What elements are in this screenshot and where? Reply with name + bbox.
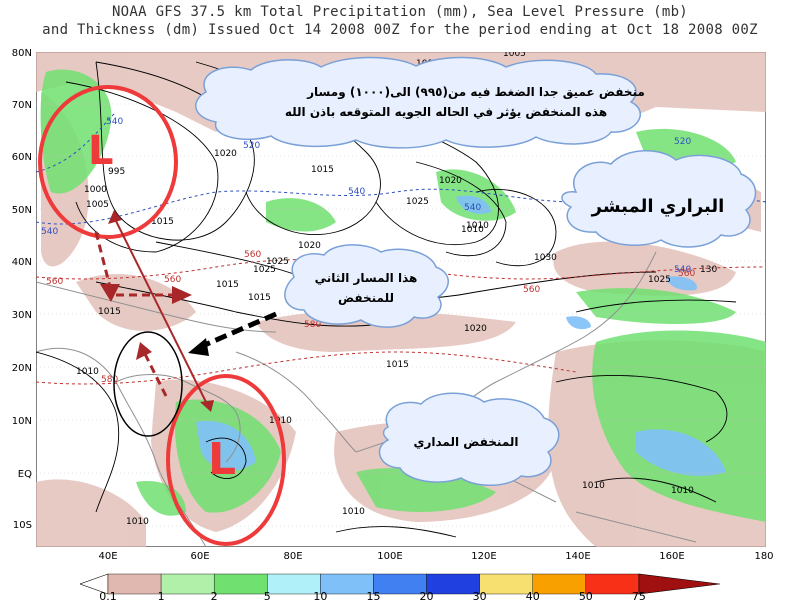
north-low-highlight-circle — [38, 85, 178, 239]
lat-label-30n: 30N — [11, 310, 32, 321]
isobar-label: 1015 — [216, 280, 239, 290]
isobar-label: 1010 — [582, 481, 605, 491]
isobar-label: 1010 — [466, 221, 489, 231]
cloud-bottom-text: المنخفض المداري — [413, 435, 518, 449]
cloud-top-text-line1: منخفض عميق جدا الضغط فيه من(٩٩٥) الى(١٠٠… — [306, 85, 645, 100]
isobar-label: 1010 — [126, 517, 149, 527]
thickness-label: 580 — [101, 375, 118, 385]
thickness-label: 540 — [674, 265, 691, 275]
lon-label-40e: 40E — [98, 551, 118, 562]
isobar-label: 995 — [108, 167, 125, 177]
lat-label-60n: 60N — [11, 152, 32, 163]
lat-label-10n: 10N — [11, 416, 32, 427]
isobar-label: 1015 — [248, 293, 271, 303]
legend-label: 5 — [263, 590, 271, 603]
map-title-line2: and Thickness (dm) Issued Oct 14 2008 00… — [42, 22, 758, 38]
isobar-label: 1015 — [98, 307, 121, 317]
thickness-label: 540 — [41, 227, 58, 237]
lon-label-120e: 120E — [471, 551, 497, 562]
thickness-label: 560 — [46, 277, 63, 287]
legend-label: 50 — [578, 590, 593, 603]
thickness-label: 560 — [164, 275, 181, 285]
lon-label-180: 180 — [754, 551, 774, 562]
mid-path-circle — [113, 331, 183, 437]
lat-label-80n: 80N — [11, 48, 32, 59]
legend-label: 10 — [313, 590, 328, 603]
thickness-label: 540 — [464, 203, 481, 213]
isobar-label: 1005 — [86, 200, 109, 210]
cloud-mid-text-line2: للمنخفض — [338, 291, 394, 305]
legend-label: 40 — [525, 590, 540, 603]
isobar-label: 1020 — [464, 324, 487, 334]
legend-label: 75 — [631, 590, 646, 603]
lat-label-70n: 70N — [11, 100, 32, 111]
isobar-label: 1010 — [269, 416, 292, 426]
isobar-label: 1015 — [151, 217, 174, 227]
isobar-label: 1010 — [671, 486, 694, 496]
isobar-label: 1025 — [648, 275, 671, 285]
isobar-label: 130 — [700, 265, 717, 275]
isobar-labels: 995 1000 1005 1010 1010 1015 1015 1015 1… — [76, 52, 717, 527]
lon-label-100e: 100E — [377, 551, 403, 562]
map-title-line1: NOAA GFS 37.5 km Total Precipitation (mm… — [111, 4, 689, 20]
second-path-arrow — [188, 311, 277, 356]
isobar-label: 1015 — [311, 165, 334, 175]
lat-label-10s: 10S — [12, 520, 32, 531]
lat-label-50n: 50N — [11, 205, 32, 216]
isobar-label: 1020 — [214, 149, 237, 159]
isobar-label: 1015 — [386, 360, 409, 370]
legend-label: 15 — [366, 590, 381, 603]
weather-map: 995 1000 1005 1010 1010 1015 1015 1015 1… — [36, 52, 766, 547]
thickness-label: 560 — [523, 285, 540, 295]
cloud-top-text-line2: هذه المنخفض يؤثر في الحاله الجويه المتوق… — [285, 105, 607, 120]
legend-label: 0.1 — [99, 590, 117, 603]
cloud-mid-text-line1: هذا المسار الثاني — [315, 271, 418, 285]
lat-label-eq: EQ — [17, 469, 32, 480]
precipitation-legend — [80, 573, 720, 595]
legend-label: 2 — [210, 590, 218, 603]
thickness-labels: 540 520 540 540 540 540 520 560 560 560 … — [41, 117, 695, 385]
legend-label: 1 — [157, 590, 165, 603]
legend-label: 20 — [419, 590, 434, 603]
north-low-marker: L — [88, 128, 114, 174]
isobar-label: 1025 — [266, 257, 289, 267]
isobar-label: 1025 — [406, 197, 429, 207]
lat-label-40n: 40N — [11, 257, 32, 268]
cloud-top-callout: منخفض عميق جدا الضغط فيه من(٩٩٥) الى(١٠٠… — [195, 56, 645, 149]
precip-blue-shading — [196, 195, 726, 476]
isobar-label: 1030 — [534, 253, 557, 263]
lon-label-140e: 140E — [565, 551, 591, 562]
isobar-label: 1010 — [342, 507, 365, 517]
isobar-label: 1020 — [439, 176, 462, 186]
isobar-label: 1025 — [253, 265, 276, 275]
cloud-right-text: البراري المبشر — [591, 196, 725, 217]
isobar-label: 1020 — [298, 241, 321, 251]
lon-label-160e: 160E — [659, 551, 685, 562]
thickness-label: 580 — [304, 320, 321, 330]
thickness-label: 540 — [348, 187, 365, 197]
cloud-mid-callout: هذا المسار الثاني للمنخفض — [284, 244, 449, 328]
cloud-bottom-callout: المنخفض المداري — [378, 392, 560, 486]
thickness-label: 560 — [244, 250, 261, 260]
legend-arrow-right — [638, 573, 720, 595]
south-low-highlight-circle — [166, 374, 286, 546]
thickness-label: 520 — [674, 137, 691, 147]
lat-label-20n: 20N — [11, 363, 32, 374]
thickness-label: 540 — [106, 117, 123, 127]
isobar-label: 1010 — [76, 367, 99, 377]
cloud-right-callout: البراري المبشر — [561, 149, 757, 248]
legend-label: 30 — [472, 590, 487, 603]
isobar-label: 1005 — [503, 52, 526, 59]
thickness-label: 520 — [243, 141, 260, 151]
lon-label-80e: 80E — [283, 551, 303, 562]
lon-label-60e: 60E — [190, 551, 210, 562]
isobar-label: 1000 — [84, 185, 107, 195]
track-arrows — [94, 210, 214, 412]
thickness-label: 560 — [678, 269, 695, 279]
south-low-marker: L — [208, 434, 236, 485]
isobar-label: 1010 — [461, 225, 484, 235]
